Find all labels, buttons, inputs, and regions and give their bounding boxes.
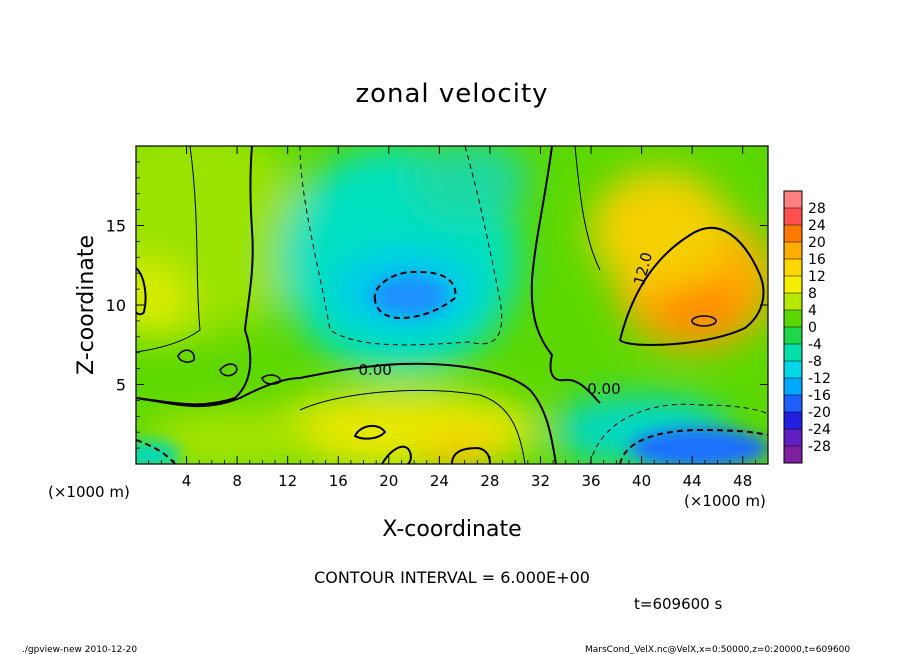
x-tick-label: 20	[379, 472, 398, 490]
contour-zero-wiggles	[177, 349, 281, 385]
contour-label-text: 0.00	[358, 361, 391, 379]
contour-twelve-left-edge	[136, 267, 147, 316]
colorbar-label: 4	[808, 303, 817, 319]
x-tick-label: 4	[182, 472, 192, 490]
x-tick-label: 32	[531, 472, 550, 490]
colorbar-label: 24	[808, 218, 826, 234]
x-axis-label: X-coordinate	[382, 517, 521, 542]
colorbar-swatch	[784, 429, 802, 447]
colorbar-swatch	[784, 344, 802, 362]
colorbar-label: 12	[808, 269, 826, 285]
colorbar-swatch	[784, 208, 802, 226]
colorbar-label: 0	[808, 320, 817, 336]
contour-minus-six	[299, 146, 503, 346]
colorbar-label: -24	[808, 422, 831, 438]
contour-six-left	[136, 146, 201, 353]
field-region-east-halo	[590, 170, 730, 290]
contour-label: 0.00	[587, 380, 620, 398]
time-note: t=609600 s	[634, 595, 722, 613]
colorbar-swatch	[784, 378, 802, 396]
contour-zero-lower	[136, 362, 557, 464]
colorbar-swatch	[784, 225, 802, 243]
colorbar-swatch	[784, 242, 802, 260]
footer-left: ./gpview-new 2010-12-20	[22, 645, 137, 654]
contour-label: 0.00	[358, 361, 391, 379]
x-tick-label: 24	[430, 472, 449, 490]
x-tick-label: 12	[278, 472, 297, 490]
colorbar-swatch	[784, 327, 802, 345]
field-region-east-core	[655, 280, 745, 340]
contour-twelve-bottom-1	[353, 424, 387, 440]
colorbar-label: -12	[808, 371, 831, 387]
contour-twelve-bottom-3	[381, 445, 412, 464]
contour-zero-right	[530, 146, 601, 404]
field-region-bottom-left-cyan	[136, 441, 180, 464]
velocity-field	[136, 146, 768, 464]
field-region-upper-cyan	[410, 146, 530, 220]
x-tick-label: 40	[632, 472, 651, 490]
colorbar-label: 28	[808, 201, 826, 217]
colorbar-swatch	[784, 446, 802, 464]
x-tick-label: 44	[683, 472, 702, 490]
x-tick-label: 48	[733, 472, 752, 490]
contour-max-loop	[691, 315, 717, 327]
field-region-west-edge	[136, 260, 190, 340]
contour-twelve	[618, 226, 765, 347]
colorbar-swatch	[784, 293, 802, 311]
contour-interval-note: CONTOUR INTERVAL = 6.000E+00	[314, 568, 590, 587]
footer-right: MarsCond_VelX.nc@VelX,x=0:50000,z=0:2000…	[585, 645, 850, 654]
x-unit-right: (×1000 m)	[684, 492, 766, 510]
colorbar-swatch	[784, 412, 802, 430]
colorbar-swatch	[784, 310, 802, 328]
x-tick-label: 16	[329, 472, 348, 490]
field-region-bottom-left	[140, 410, 320, 464]
colorbar-swatch	[784, 361, 802, 379]
colorbar-swatch	[784, 191, 802, 209]
contour-twelve-bottom-2	[451, 446, 491, 464]
y-tick-label: 10	[106, 296, 126, 315]
colorbar-label: -20	[808, 405, 831, 421]
colorbar-label: 16	[808, 252, 826, 268]
contour-six-bottom	[299, 389, 526, 464]
field-region-bottom-right-blue	[630, 428, 768, 464]
colorbar-label: -8	[808, 354, 822, 370]
colorbar-swatch	[784, 276, 802, 294]
x-unit-left: (×1000 m)	[48, 483, 130, 501]
x-tick-label: 36	[581, 472, 600, 490]
y-tick-label: 15	[106, 217, 126, 236]
contour-minus-twelve-lower-right	[619, 428, 768, 464]
colorbar-label: -4	[808, 337, 822, 353]
contour-label-text: 0.00	[587, 380, 620, 398]
contour-minus-six-lower-right	[589, 403, 768, 464]
colorbar-swatch	[784, 259, 802, 277]
contour-six-right	[574, 146, 601, 271]
contour-zero-left	[136, 146, 254, 406]
x-tick-label: 28	[480, 472, 499, 490]
x-tick-label: 8	[232, 472, 242, 490]
y-tick-label: 5	[116, 376, 126, 395]
y-axis-label: Z-coordinate	[74, 235, 99, 375]
colorbar-label: 20	[808, 235, 826, 251]
contour-minus-six-lower-left	[136, 439, 176, 464]
field-minima	[136, 276, 768, 464]
colorbar-label: -28	[808, 439, 831, 455]
colorbar-label: -16	[808, 388, 831, 404]
colorbar-swatch	[784, 395, 802, 413]
contour-lines	[136, 146, 768, 464]
field-region-blue-core	[372, 276, 448, 316]
contour-minus-twelve	[373, 270, 457, 320]
colorbar-label: 8	[808, 286, 817, 302]
chart-title: zonal velocity	[355, 79, 548, 109]
